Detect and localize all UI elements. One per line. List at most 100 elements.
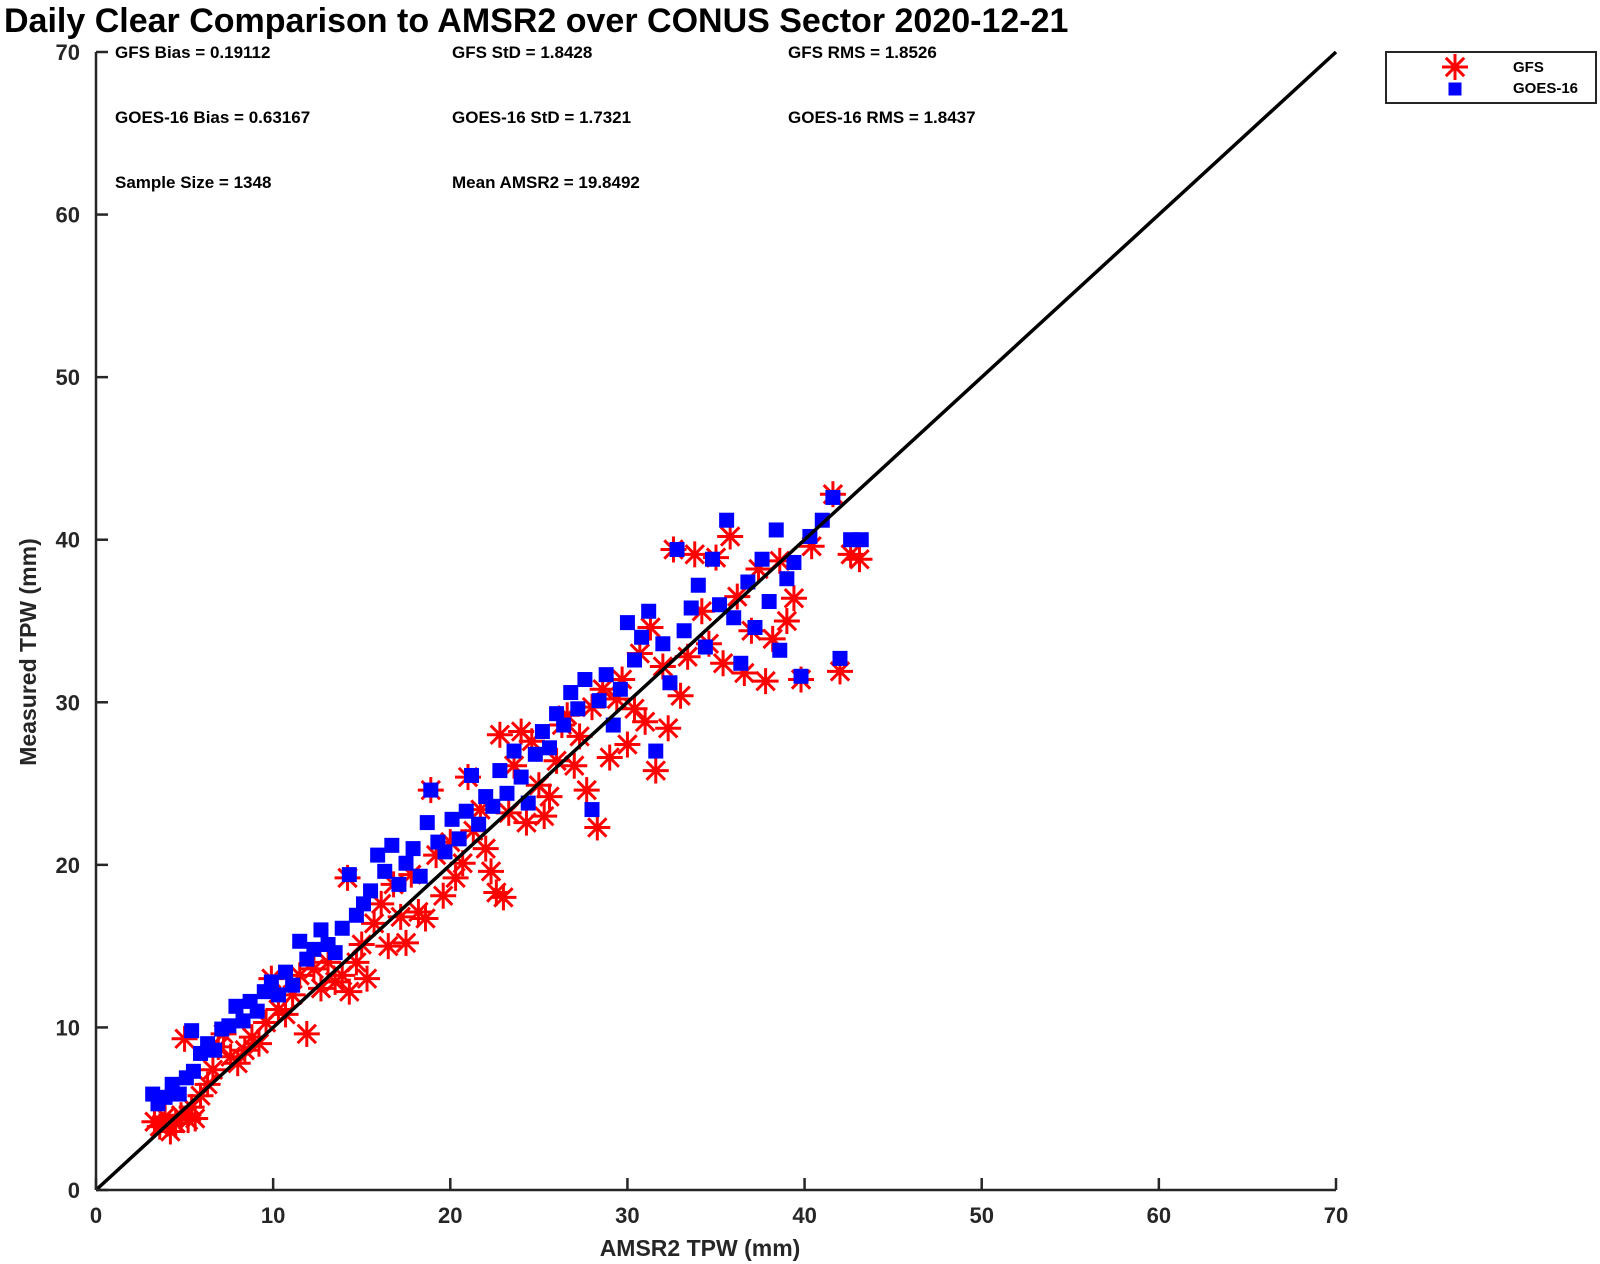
y-tick-label: 70	[56, 40, 80, 65]
stat-annotation: Mean AMSR2 = 19.8492	[452, 173, 640, 192]
goes16-point	[690, 577, 706, 593]
goes16-point	[641, 603, 657, 619]
series-goes-16	[145, 489, 869, 1112]
goes16-point	[423, 782, 439, 798]
y-tick-label: 40	[56, 528, 80, 553]
goes16-point	[171, 1086, 187, 1102]
goes16-point	[292, 933, 308, 949]
gfs-point	[536, 783, 563, 810]
gfs-point	[194, 1071, 221, 1098]
gfs-point	[596, 744, 623, 771]
x-tick-label: 50	[969, 1203, 993, 1228]
gfs-point	[472, 835, 499, 862]
goes16-point	[541, 740, 557, 756]
goes16-point	[747, 620, 763, 636]
legend-box	[1385, 51, 1597, 104]
goes16-point	[306, 941, 322, 957]
goes16-point	[207, 1042, 223, 1058]
goes16-point	[327, 945, 343, 961]
goes16-point	[726, 610, 742, 626]
gfs-point	[681, 541, 708, 568]
goes16-point	[520, 795, 536, 811]
x-tick-label: 70	[1324, 1203, 1348, 1228]
goes16-point	[249, 1003, 265, 1019]
goes16-point	[419, 815, 435, 831]
goes16-point	[605, 717, 621, 733]
stat-annotation: GFS StD = 1.8428	[452, 43, 592, 62]
stat-annotation: GOES-16 Bias = 0.63167	[115, 108, 310, 127]
goes16-point	[669, 541, 685, 557]
goes16-point	[341, 867, 357, 883]
goes16-point	[612, 681, 628, 697]
goes16-point	[412, 868, 428, 884]
one-to-one-line	[94, 50, 1338, 1192]
gfs-point	[780, 585, 807, 612]
goes16-point	[348, 907, 364, 923]
y-tick-label: 50	[56, 365, 80, 390]
goes16-point	[184, 1023, 200, 1039]
goes16-point	[648, 743, 664, 759]
x-tick-label: 60	[1147, 1203, 1171, 1228]
gfs-point	[293, 1020, 320, 1047]
goes16-point	[619, 615, 635, 631]
x-tick-label: 10	[261, 1203, 285, 1228]
goes16-point	[634, 629, 650, 645]
gfs-point	[717, 523, 744, 550]
goes16-point	[485, 798, 501, 814]
gfs-point	[655, 715, 682, 742]
goes16-point	[563, 685, 579, 701]
gfs-point	[724, 583, 751, 610]
gfs-point	[354, 965, 381, 992]
goes16-point	[832, 650, 848, 666]
goes16-point	[334, 920, 350, 936]
goes16-point	[825, 489, 841, 505]
goes16-point	[451, 831, 467, 847]
goes16-point	[662, 675, 678, 691]
x-tick-label: 0	[90, 1203, 102, 1228]
stat-annotation: GOES-16 RMS = 1.8437	[788, 108, 976, 127]
goes16-point	[534, 724, 550, 740]
gfs-point	[846, 546, 873, 573]
goes16-point	[363, 883, 379, 899]
stat-annotation: GFS RMS = 1.8526	[788, 43, 937, 62]
goes16-point	[584, 802, 600, 818]
data-points	[141, 481, 873, 1145]
gfs-point	[483, 879, 510, 906]
goes16-point	[740, 574, 756, 590]
reference-line-group	[94, 50, 1338, 1192]
gfs-point	[642, 757, 669, 784]
gfs-point	[649, 653, 676, 680]
goes16-point	[627, 652, 643, 668]
goes16-point	[270, 987, 286, 1003]
goes16-point	[527, 746, 543, 762]
goes16-point	[405, 841, 421, 857]
goes16-point	[704, 551, 720, 567]
legend: GFS GOES-16	[1385, 51, 1597, 104]
goes16-point	[221, 1018, 237, 1034]
gfs-point	[531, 803, 558, 830]
goes16-point	[444, 811, 460, 827]
gfs-point	[752, 668, 779, 695]
gfs-point	[614, 731, 641, 758]
y-tick-label: 10	[56, 1015, 80, 1040]
goes16-point	[598, 667, 614, 683]
stats-annotations: GFS Bias = 0.19112 GFS StD = 1.8428 GFS RM…	[115, 43, 976, 192]
y-tick-label: 0	[68, 1178, 80, 1203]
goes16-point	[185, 1063, 201, 1079]
goes16-point	[499, 785, 515, 801]
gfs-point	[573, 777, 600, 804]
x-axis-label: AMSR2 TPW (mm)	[600, 1235, 801, 1261]
gfs-point	[430, 882, 457, 909]
goes16-point	[733, 655, 749, 671]
legend-gfs-asterisk	[1442, 54, 1468, 80]
legend-gfs-asterisk-icon	[1442, 54, 1468, 80]
goes16-point	[278, 964, 294, 980]
goes16-point	[263, 974, 279, 990]
goes16-point	[697, 639, 713, 655]
goes16-point	[458, 803, 474, 819]
goes16-point	[157, 1089, 173, 1105]
stat-annotation: GOES-16 StD = 1.7321	[452, 108, 631, 127]
gfs-point	[584, 814, 611, 841]
goes16-point	[313, 922, 329, 938]
